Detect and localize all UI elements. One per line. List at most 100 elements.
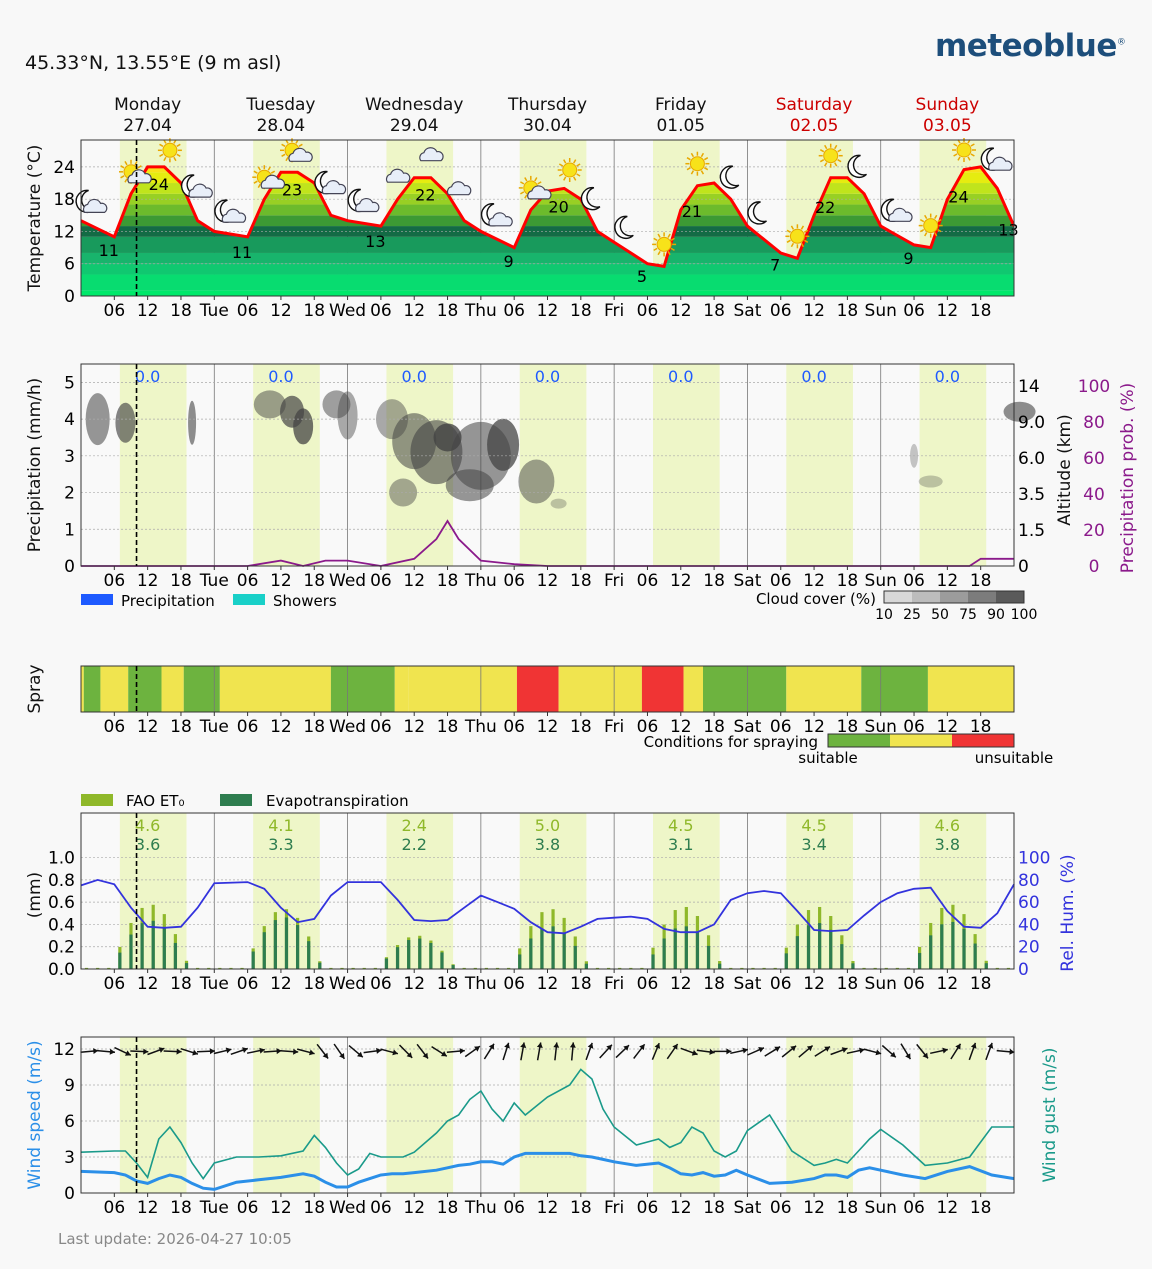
x-tick-label: 12	[803, 1198, 825, 1218]
x-tick-label: Tue	[199, 1198, 229, 1218]
wind-direction-arrow	[431, 1045, 448, 1057]
cloud-shape	[355, 197, 380, 213]
temperature-band	[81, 215, 1014, 227]
arrow-head	[905, 1053, 911, 1060]
cloud-cover-tick-label: 75	[959, 607, 977, 623]
x-tick-label: 12	[537, 974, 559, 994]
arrow-head	[474, 1046, 480, 1052]
sun-ray	[573, 159, 577, 164]
sun-ray	[253, 180, 258, 184]
y-tick-label: 0.2	[48, 938, 75, 958]
y-tick-label: 3	[64, 1148, 75, 1168]
arrow-head	[970, 1042, 977, 1049]
sun-ray	[953, 153, 958, 157]
sun-ray	[967, 156, 971, 161]
cloud-icon	[446, 181, 472, 196]
min-temp-label: 9	[504, 252, 514, 271]
arrow-head	[293, 1048, 299, 1055]
evapotranspiration-bar	[573, 945, 577, 969]
evapotranspiration-bar	[162, 927, 166, 969]
daily-fao-et0-total: 2.4	[401, 816, 426, 835]
evapotranspiration-bar	[551, 926, 555, 969]
humidity-axis-title: Rel. Hum. (%)	[1058, 854, 1078, 971]
x-tick-label: 18	[703, 974, 725, 994]
legend-label-showers: Showers	[273, 592, 337, 610]
sun-ray	[657, 233, 661, 238]
x-tick-label: 18	[703, 301, 725, 321]
wind-direction-arrow	[483, 1043, 495, 1060]
wind-direction-arrow	[502, 1042, 510, 1061]
spray-segment-moderate	[683, 666, 703, 712]
sun-ray	[837, 159, 842, 163]
evapotranspiration-bar	[562, 932, 566, 969]
sun-ray	[298, 143, 303, 147]
moon-cloud-icon	[980, 147, 1013, 171]
prob-tick-label: 20	[1083, 521, 1105, 541]
arrow-head	[569, 1042, 576, 1048]
y-tick-label: 5	[64, 373, 75, 393]
day-name-label: Saturday	[776, 95, 853, 115]
temperature-band	[81, 252, 1014, 264]
cloud-shape	[321, 180, 347, 195]
y-tick-label: 6	[64, 255, 75, 275]
x-tick-label: 12	[670, 571, 692, 591]
sun-ray	[257, 183, 261, 188]
x-tick-label: 18	[437, 717, 459, 737]
evapotranspiration-bar	[951, 921, 955, 969]
daytime-band	[919, 1037, 987, 1193]
sun-cloud-icon	[280, 138, 313, 163]
wind-direction-arrow	[696, 1048, 715, 1055]
x-tick-label: 12	[137, 301, 159, 321]
daily-fao-et0-total: 4.5	[801, 816, 826, 835]
arrow-head	[553, 1042, 560, 1048]
evapotranspiration-bar	[851, 963, 855, 969]
sun-icon	[685, 151, 710, 176]
wind-direction-arrow	[798, 1045, 814, 1058]
x-tick-label: 12	[937, 974, 959, 994]
sun-ray	[690, 152, 695, 158]
spray-legend-title: Conditions for spraying	[644, 733, 818, 751]
sun-ray	[803, 229, 809, 233]
x-tick-label: 06	[903, 301, 925, 321]
y-tick-label: 0.4	[48, 915, 75, 935]
sun-ray	[686, 157, 691, 161]
wind-direction-arrow	[666, 1043, 679, 1060]
x-tick-label: 18	[170, 974, 192, 994]
last-update-text: Last update: 2026-04-27 10:05	[58, 1230, 292, 1248]
evapotranspiration-bar	[718, 963, 722, 969]
y-tick-label: 24	[53, 158, 75, 178]
x-tick-label: 12	[270, 301, 292, 321]
brand-logo[interactable]: meteoblue®	[935, 28, 1126, 64]
evapotranspiration-bar	[940, 924, 944, 969]
y-tick-label: 0.8	[48, 871, 75, 891]
wind-speed-line	[80, 1151, 1015, 1191]
wind-direction-arrow	[213, 1047, 232, 1055]
evapotranspiration-bar	[440, 952, 444, 969]
cloud-cover-swatch	[968, 591, 996, 603]
arrow-head	[942, 1047, 948, 1054]
x-tick-label: 06	[503, 301, 525, 321]
x-tick-label: Fri	[604, 974, 624, 994]
moon-crescent	[719, 165, 740, 189]
wind-direction-arrow	[147, 1047, 165, 1056]
sun-ray	[686, 167, 691, 171]
cloud-cover-patch	[293, 408, 314, 445]
x-tick-label: 06	[104, 1198, 126, 1218]
sun-ray	[120, 165, 125, 169]
wind-direction-arrow	[553, 1042, 560, 1061]
day-date-label: 02.05	[790, 116, 839, 136]
daytime-band	[519, 1037, 587, 1193]
evapotranspiration-bar	[806, 925, 811, 969]
x-tick-label: 06	[237, 717, 259, 737]
legend-label-evapotranspiration: Evapotranspiration	[266, 792, 409, 810]
wind-direction-arrow	[246, 1047, 265, 1054]
arrow-head	[774, 1046, 781, 1052]
cloud-shape	[419, 147, 444, 162]
moon-crescent	[847, 154, 867, 178]
wind-direction-arrow	[846, 1047, 865, 1055]
wind-direction-arrow	[747, 1047, 765, 1056]
x-tick-label: 18	[837, 301, 859, 321]
day-name-label: Wednesday	[365, 95, 463, 115]
day-name-label: Monday	[114, 95, 181, 115]
